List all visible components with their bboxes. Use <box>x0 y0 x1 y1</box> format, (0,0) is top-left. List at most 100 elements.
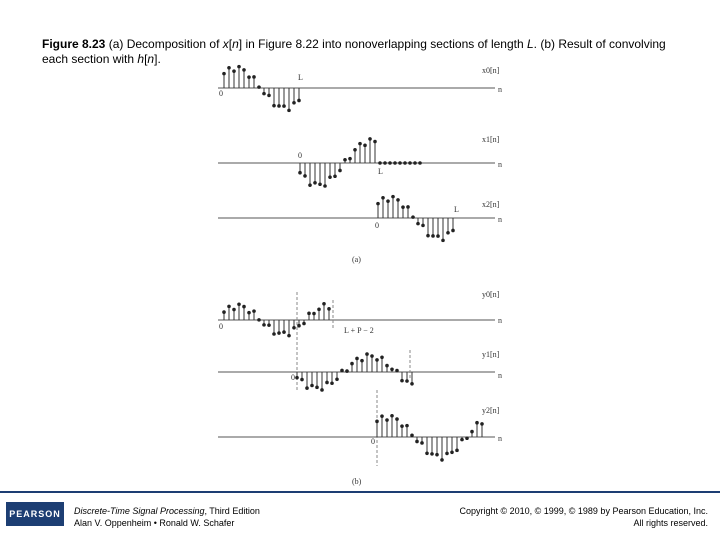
stem <box>358 141 362 146</box>
caption-text: ] in Figure 8.22 into nonoverlapping sec… <box>238 37 527 51</box>
stem <box>307 311 311 316</box>
stem <box>302 321 306 326</box>
stem <box>420 441 424 445</box>
footer-rule <box>0 491 720 493</box>
stem <box>350 361 354 366</box>
stem <box>222 310 226 314</box>
stem <box>445 451 449 456</box>
length-label: L <box>378 167 383 176</box>
stem <box>441 238 445 243</box>
stem <box>390 413 394 418</box>
stem <box>368 137 372 141</box>
stem <box>317 307 321 312</box>
stem <box>393 161 397 165</box>
axis-label: n <box>498 316 502 325</box>
stem <box>330 381 334 386</box>
stem <box>333 174 337 179</box>
stem <box>282 104 286 108</box>
figure: x0[n] n 0 L x1[n] n 0 L x2[n] n 0 L (a) … <box>218 64 502 486</box>
stem <box>232 69 236 73</box>
stem <box>480 422 484 426</box>
stem <box>325 380 329 385</box>
stem <box>292 325 296 330</box>
stem <box>298 170 302 175</box>
caption-text: h <box>137 52 145 66</box>
stem <box>411 215 415 219</box>
origin-label: 0 <box>371 437 375 446</box>
signal-label: x0[n] <box>482 66 500 75</box>
length-label: L <box>298 73 303 82</box>
stem <box>383 161 387 165</box>
stem <box>380 414 384 418</box>
stem <box>416 221 420 226</box>
stem <box>391 194 395 199</box>
copyright: Copyright © 2010, © 1999, © 1989 by Pear… <box>459 506 708 516</box>
stem <box>308 183 312 187</box>
stem <box>410 381 414 386</box>
stem <box>257 85 261 89</box>
stem <box>390 367 394 372</box>
stem <box>400 424 404 428</box>
stem <box>376 201 380 206</box>
stem <box>272 332 276 336</box>
stem <box>267 323 271 327</box>
stem <box>305 386 309 390</box>
origin-label: 0 <box>219 89 223 98</box>
caption-text: (a) Decomposition of <box>105 37 223 51</box>
stem <box>313 180 317 185</box>
stem <box>232 307 236 312</box>
stem <box>373 139 377 144</box>
stem <box>415 439 419 444</box>
stem <box>227 65 231 70</box>
stem <box>328 175 332 179</box>
caption-text: x <box>222 37 229 51</box>
stem <box>470 429 474 434</box>
stem <box>398 161 402 165</box>
stem <box>318 182 322 187</box>
stem <box>287 333 291 338</box>
stem <box>401 205 405 209</box>
rights: All rights reserved. <box>633 518 708 528</box>
edition: , Third Edition <box>204 506 260 516</box>
stem <box>300 377 304 382</box>
stem <box>370 354 374 358</box>
stem <box>315 385 319 390</box>
stem <box>451 228 455 233</box>
stem <box>446 230 450 235</box>
stem <box>320 388 324 392</box>
panel-label: (a) <box>352 255 361 264</box>
stem <box>430 452 434 456</box>
stem <box>310 383 314 388</box>
book-name: Discrete-Time Signal Processing <box>74 506 205 516</box>
stem <box>323 184 327 188</box>
origin-label: 0 <box>375 221 379 230</box>
stem <box>237 64 241 69</box>
axis-label: n <box>498 85 502 94</box>
origin-label: 0 <box>298 151 302 160</box>
signal-label: y1[n] <box>482 350 500 359</box>
stem <box>436 234 440 238</box>
stem <box>237 302 241 307</box>
stem <box>386 199 390 203</box>
stem <box>418 161 422 165</box>
stem <box>227 304 231 309</box>
length-label: L <box>454 205 459 214</box>
stem <box>353 147 357 152</box>
caption: Figure 8.23 (a) Decomposition of x[n] in… <box>42 37 692 67</box>
stem <box>348 156 352 161</box>
stem <box>252 309 256 313</box>
stem <box>335 377 339 382</box>
stem <box>405 423 409 428</box>
stem <box>435 452 439 457</box>
stem <box>247 310 251 315</box>
stem <box>360 358 364 363</box>
stem <box>277 104 281 108</box>
stem <box>247 75 251 79</box>
caption-text: [ <box>144 52 148 66</box>
stem <box>385 363 389 368</box>
authors: Alan V. Oppenheim • Ronald W. Schafer <box>74 518 235 528</box>
stem <box>345 369 349 373</box>
stem <box>252 75 256 79</box>
stem <box>340 368 344 373</box>
